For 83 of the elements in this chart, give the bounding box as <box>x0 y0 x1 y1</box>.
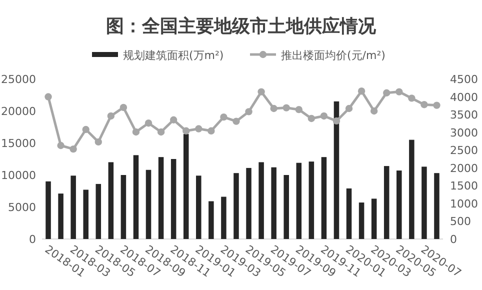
point <box>358 87 366 95</box>
y-tick-label: 0 <box>29 233 36 246</box>
bar <box>120 175 126 239</box>
point <box>182 127 190 135</box>
y-tick-label: 25000 <box>1 73 36 86</box>
point <box>345 104 353 112</box>
bar <box>334 101 340 239</box>
legend-label: 规划建筑面积(万m²) <box>123 49 224 62</box>
bar <box>434 173 440 239</box>
point <box>44 93 52 100</box>
y2-tick-label: 4500 <box>450 73 478 86</box>
point <box>132 128 140 136</box>
bar <box>196 176 202 239</box>
y-tick-label: 5000 <box>8 201 36 214</box>
point <box>157 128 165 136</box>
bar <box>346 188 352 239</box>
point <box>332 117 340 125</box>
y2-tick-label: 1500 <box>450 180 478 193</box>
legend-label: 推出楼面均价(元/m²) <box>281 49 386 62</box>
point <box>195 125 202 132</box>
point <box>70 145 77 153</box>
bar <box>296 162 302 239</box>
point <box>208 127 215 135</box>
bar <box>246 168 252 239</box>
chart-title: 图：全国主要地级市土地供应情况 <box>106 16 377 37</box>
bar <box>409 140 414 239</box>
point <box>408 94 416 102</box>
point <box>57 142 64 150</box>
point <box>245 108 252 116</box>
bar <box>321 157 327 239</box>
point <box>282 104 290 112</box>
point <box>320 112 328 120</box>
point <box>433 102 440 109</box>
bar <box>358 202 364 239</box>
point <box>120 104 128 112</box>
y2-tick-label: 3000 <box>450 126 478 140</box>
point <box>94 138 102 146</box>
bar <box>83 190 88 239</box>
bar <box>146 170 152 239</box>
y2-tick-label: 0 <box>450 233 457 246</box>
point <box>383 89 390 96</box>
point <box>270 104 278 112</box>
bar <box>396 170 402 239</box>
bar <box>58 194 64 239</box>
y-tick-label: 20000 <box>1 105 36 118</box>
point <box>370 107 378 115</box>
bar <box>271 167 276 239</box>
bar <box>133 155 139 239</box>
y2-tick-label: 500 <box>450 215 471 228</box>
point <box>295 106 302 114</box>
point <box>258 88 265 96</box>
point <box>170 116 178 124</box>
point <box>220 113 228 121</box>
bar <box>371 198 377 239</box>
bar <box>158 157 164 239</box>
point <box>420 101 428 108</box>
bar <box>183 134 189 239</box>
bar <box>170 159 176 239</box>
y-tick-label: 10000 <box>1 169 36 182</box>
bar <box>96 184 102 239</box>
bar <box>422 166 427 239</box>
point <box>232 118 240 125</box>
point <box>82 126 90 134</box>
bar <box>70 176 76 239</box>
bar <box>308 162 314 239</box>
bar <box>284 175 289 239</box>
y2-tick-label: 4000 <box>450 90 478 104</box>
point <box>308 114 316 122</box>
bar <box>208 201 214 239</box>
point <box>396 88 403 96</box>
bar <box>384 166 390 239</box>
y2-tick-label: 3500 <box>450 108 478 122</box>
bar <box>221 196 226 239</box>
point <box>144 119 152 127</box>
point <box>107 112 115 120</box>
y2-tick-label: 1000 <box>450 197 478 210</box>
bar <box>46 181 51 239</box>
bar <box>108 162 114 239</box>
bar <box>258 162 264 239</box>
y2-tick-label: 2500 <box>450 144 478 158</box>
y2-tick-label: 2000 <box>450 162 478 175</box>
y-tick-label: 15000 <box>1 137 36 150</box>
bar <box>234 173 239 239</box>
